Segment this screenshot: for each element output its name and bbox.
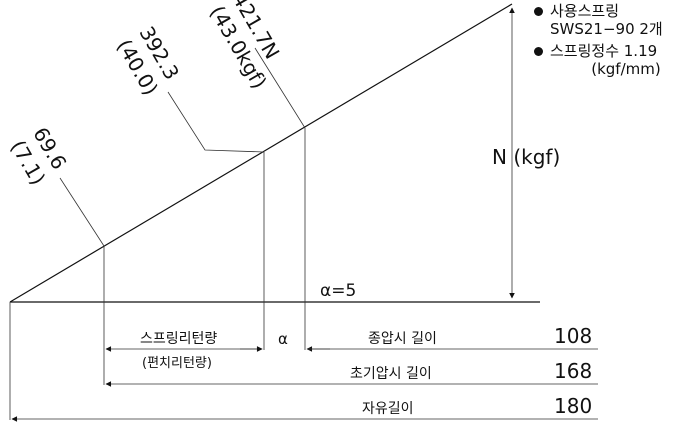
load-label-p2: 392.3 (40.0) [112, 22, 184, 99]
bullet-icon [534, 47, 543, 56]
final-press-value: 108 [554, 324, 592, 348]
spring-constant-label: 스프링정수 1.19 [550, 42, 658, 60]
return-label: 스프링리턴량 [140, 331, 217, 347]
load-slope-line [9, 3, 513, 303]
free-length-label: 자유길이 [362, 401, 414, 417]
spring-constant-unit: (kgf/mm) [591, 60, 661, 78]
legend-item-spring-used: 사용스프링 SWS21−90 2개 [534, 2, 663, 38]
initial-press-value: 168 [554, 359, 592, 383]
force-axis-label: N (kgf) [492, 145, 560, 169]
load-label-p1: 69.6 (7.1) [6, 123, 72, 189]
return-sub-label: (편치리턴량) [142, 356, 212, 371]
alpha-symbol: α [278, 330, 288, 348]
legend: 사용스프링 SWS21−90 2개 스프링정수 1.19 (kgf/mm) [534, 2, 663, 78]
initial-press-label: 초기압시 길이 [350, 366, 432, 382]
leader-p3 [254, 47, 306, 129]
bullet-icon [534, 7, 543, 16]
leader-p2 [167, 91, 265, 153]
spring-used-label: 사용스프링 [550, 2, 620, 20]
leader-p1 [59, 177, 105, 247]
load-label-p3: 421.7N (43.0kgf) [205, 0, 284, 93]
legend-item-spring-constant: 스프링정수 1.19 (kgf/mm) [534, 42, 663, 78]
final-press-label: 종압시 길이 [368, 331, 437, 347]
spring-used-value: SWS21−90 2개 [550, 20, 663, 38]
free-length-value: 180 [554, 394, 592, 418]
alpha-note: α=5 [320, 281, 356, 301]
